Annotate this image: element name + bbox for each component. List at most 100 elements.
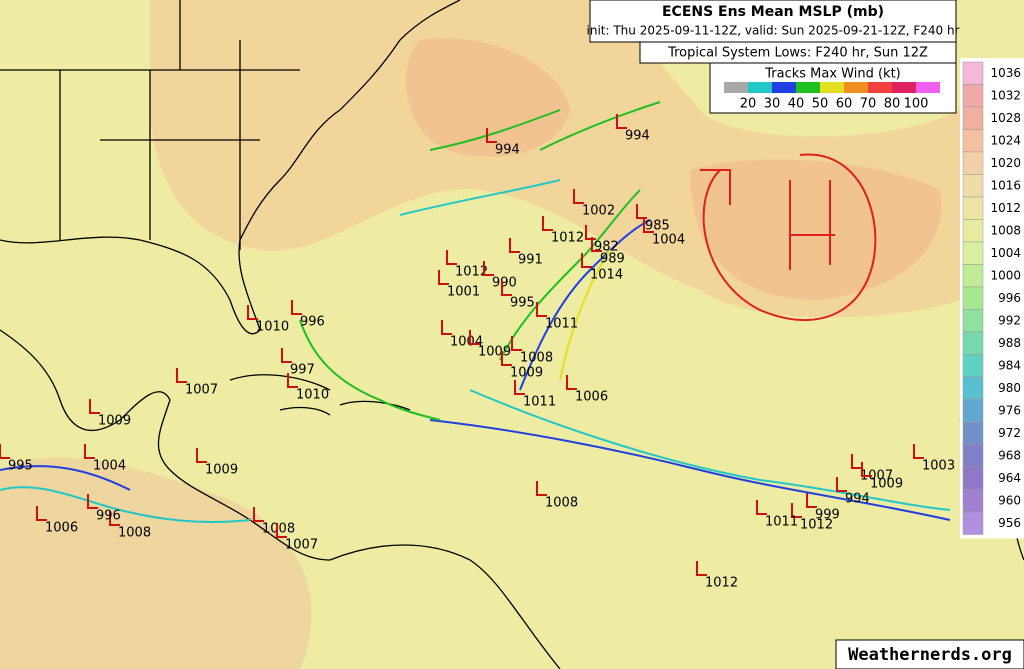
wind-label: 30 [764,97,781,112]
low-marker [536,481,547,496]
scale-swatch [962,151,984,175]
pressure-label: 996 [96,509,121,524]
low-marker [469,330,480,345]
wind-label: 20 [740,97,757,112]
scale-swatch [962,399,984,423]
scale-swatch [962,511,984,535]
scale-label: 1036 [990,66,1021,80]
wind-legend: 20 30 40 50 60 70 80 100 [724,82,940,112]
wind-swatch [892,82,916,93]
scale-label: 1024 [990,133,1021,147]
scale-label: 1012 [990,201,1021,215]
low-marker [247,305,258,320]
scale-label: 1020 [990,156,1021,170]
scale-swatch [962,376,984,400]
pressure-label: 1009 [870,477,903,492]
low-marker [253,507,264,522]
pressure-label: 1011 [523,395,556,410]
scale-label: 1004 [990,246,1021,260]
scale-label: 980 [998,381,1021,395]
low-marker [176,368,187,383]
wind-swatch [724,82,748,93]
pressure-label: 1011 [545,317,578,332]
pressure-label: 1012 [551,231,584,246]
pressure-label: 1011 [765,515,798,530]
low-marker [483,261,494,276]
pressure-label: 1009 [98,414,131,429]
low-marker [566,375,577,390]
low-marker [806,493,817,508]
scale-swatch [962,61,984,85]
wind-label: 100 [904,97,929,112]
coastline [0,329,561,669]
scale-swatch [962,84,984,108]
state-border [0,0,300,250]
low-marker [0,444,10,459]
lows-title: Tropical System Lows: F240 hr, Sun 12Z [667,46,928,61]
scale-swatch [962,264,984,288]
pressure-label: 1009 [510,366,543,381]
island [229,374,411,416]
track [469,389,951,511]
low-marker [291,300,302,315]
low-marker [109,511,120,526]
wind-swatch [796,82,820,93]
scale-swatch [962,489,984,513]
low-marker [438,270,449,285]
track [429,419,951,521]
low-marker [643,218,654,233]
pressure-label: 1012 [705,576,738,591]
coastline [0,0,461,335]
low-marker [536,302,547,317]
wind-swatch [868,82,892,93]
scale-label: 1016 [990,178,1021,192]
low-marker [486,128,497,143]
low-marker [791,503,802,518]
low-marker [509,238,520,253]
scale-swatch [962,241,984,265]
pressure-label: 1008 [545,496,578,511]
low-marker [276,523,287,538]
low-marker [836,477,847,492]
wind-label: 40 [788,97,805,112]
pressure-label: 989 [600,252,625,267]
scale-swatch [962,106,984,130]
low-marker [542,216,553,231]
hand-drawn-annotation [700,153,877,321]
wind-swatch [844,82,868,93]
low-marker [616,114,627,129]
scale-label: 1032 [990,88,1021,102]
pressure-label: 995 [8,459,33,474]
high-pressure-core [690,159,942,300]
pressure-label: 1007 [285,538,318,553]
wind-label: 60 [836,97,853,112]
title-box [589,0,957,43]
pressure-label: 1004 [93,459,126,474]
low-marker [446,250,457,265]
pressure-label: 1007 [860,469,893,484]
pressure-label: 1006 [575,390,608,405]
pressure-label: 994 [495,143,520,158]
wind-swatch [916,82,940,93]
low-marker [511,336,522,351]
high-pressure-core [406,38,570,157]
pressure-label: 997 [290,363,315,378]
credit: Weathernerds.org [848,645,1012,665]
scale-label: 1028 [990,111,1021,125]
scale-label: 996 [998,291,1021,305]
wind-label: 70 [860,97,877,112]
scale-swatch [962,309,984,333]
scale-label: 984 [998,358,1021,372]
pressure-label: 1008 [262,522,295,537]
low-marker [581,253,592,268]
pressure-label: 994 [625,129,650,144]
pressure-label: 1008 [118,526,151,541]
scale-label: 960 [998,493,1021,507]
pressure-scale: 1036 1032 1028 1024 1020 1016 1012 1008 1004 1000… [960,58,1024,539]
scale-label: 988 [998,336,1021,350]
low-marker [591,237,602,252]
wind-swatch [748,82,772,93]
pressure-label: 991 [518,253,543,268]
scale-swatch [962,421,984,445]
track [499,189,641,361]
